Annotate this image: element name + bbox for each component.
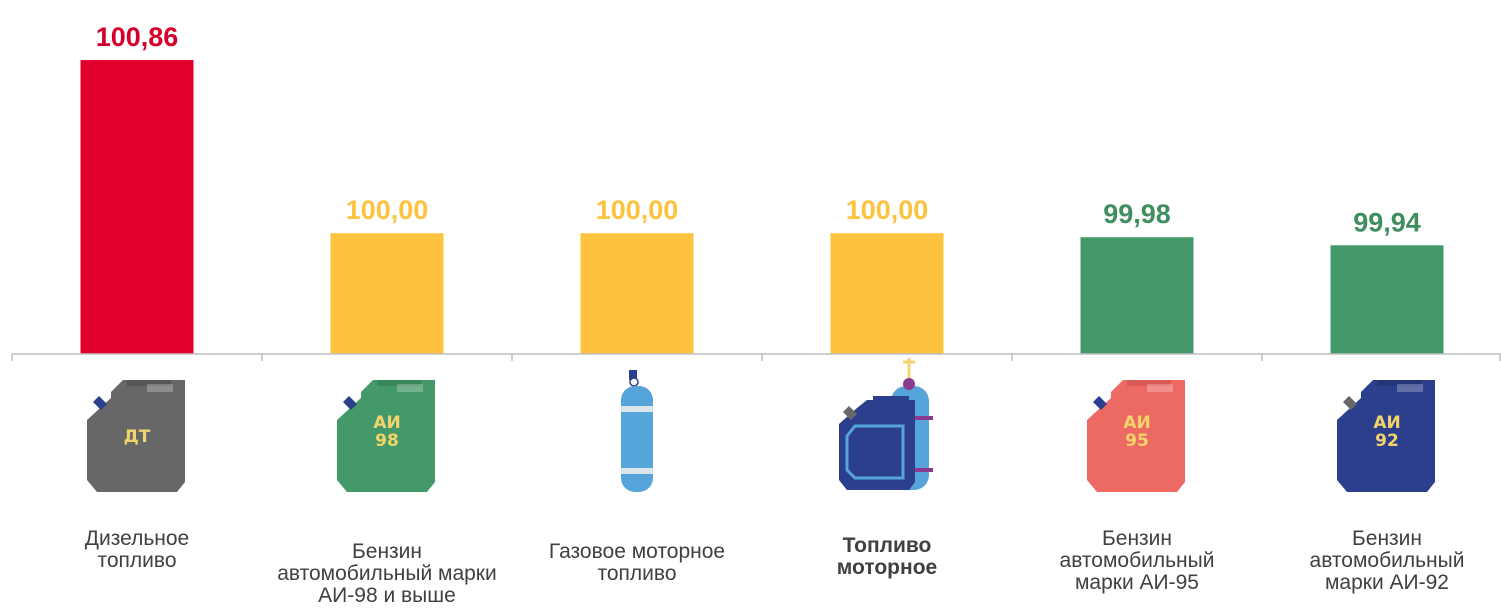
value-label-5: 99,94 [1353, 207, 1421, 237]
bar-3 [830, 233, 944, 354]
category-label-2: Газовое моторное топливо [548, 540, 726, 585]
bar-1 [330, 233, 444, 354]
motor-fuel-combo-icon [839, 358, 933, 490]
category-label-5: Бензин автомобильный марки АИ-92 [1309, 527, 1465, 594]
bar-5 [1330, 245, 1444, 354]
diesel-canister-icon: ДТ [87, 380, 185, 492]
ai95-canister-icon: АИ 95 [1087, 380, 1185, 492]
value-label-0: 100,86 [96, 22, 179, 52]
gas-cylinder-icon [621, 370, 653, 492]
ai98-canister-icon: АИ 98 [337, 380, 435, 492]
category-label-4: Бензин автомобильный марки АИ-95 [1059, 527, 1215, 594]
bar-2 [580, 233, 694, 354]
bar-4 [1080, 237, 1194, 354]
bar-0 [80, 60, 194, 354]
value-label-1: 100,00 [346, 195, 429, 225]
svg-text:ДТ: ДТ [124, 427, 151, 447]
value-label-4: 99,98 [1103, 199, 1171, 229]
category-label-0: Дизельное топливо [84, 527, 190, 572]
category-label-3: Топливо моторное [836, 534, 938, 579]
ai92-canister-icon: АИ 92 [1337, 380, 1435, 492]
value-label-2: 100,00 [596, 195, 679, 225]
category-label-1: Бензин автомобильный марки АИ-98 и выше [277, 540, 497, 607]
value-label-3: 100,00 [846, 195, 929, 225]
